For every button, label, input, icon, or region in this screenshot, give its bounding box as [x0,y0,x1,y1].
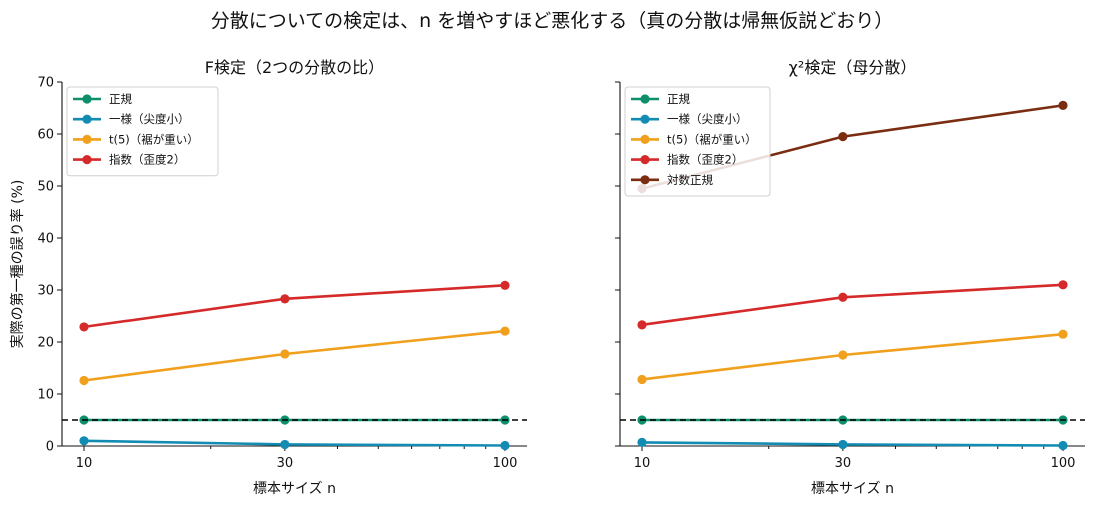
data-point [838,292,848,302]
y-axis-label: 実際の第一種の誤り率 (%) [9,180,26,349]
data-point [637,374,647,385]
data-point [1058,100,1068,110]
legend-swatch-marker [640,94,650,104]
y-tick-label: 0 [46,440,54,455]
data-point [79,436,89,446]
legend-swatch-marker [640,155,650,165]
data-point [280,439,290,450]
series-line [83,439,506,447]
legend-label: 一様（尖度小） [667,112,748,126]
x-tick-label: 10 [76,456,93,471]
legend-label: 一様（尖度小） [109,112,190,126]
legend [624,86,771,197]
series-line [641,332,1064,381]
x-tick-label: 30 [277,456,294,471]
panel-title: F検定（2つの分散の比） [205,58,384,77]
legend-swatch-marker [82,134,92,144]
figure-suptitle: 分散についての検定は、n を増やすほど悪化する（真の分散は帰無仮説どおり） [211,10,894,32]
y-tick-label: 20 [37,336,54,351]
legend-label: t(5)（裾が重い） [667,132,757,146]
x-tick-label: 30 [835,456,852,471]
legend-label: t(5)（裾が重い） [109,132,199,146]
panel-f-test: F検定（2つの分散の比） 0 10 20 30 40 50 60 70 10 30 100 標本サイズ … [9,58,527,497]
y-tick-label: 60 [37,128,54,143]
x-axis-label: 標本サイズ n [811,481,894,497]
data-point [280,294,290,304]
legend-label: 正規 [109,92,132,106]
data-point [637,320,647,330]
panel-title: χ²検定（母分散） [789,58,917,77]
y-tick-label: 10 [37,388,54,403]
legend-swatch-marker [82,94,92,104]
data-point [1058,280,1068,290]
data-point [79,322,89,332]
data-point [500,440,510,451]
data-point [838,350,848,360]
data-point [79,375,89,386]
y-tick-label: 50 [37,180,54,195]
data-point [637,437,647,447]
legend-label: 指数（歪度2） [109,153,185,167]
legend-swatch-marker [640,175,650,185]
y-tick-label: 70 [37,76,54,91]
data-point [280,349,290,359]
series-line [641,283,1064,327]
data-point [500,326,510,336]
legend-swatch-marker [82,114,92,124]
series-line [83,284,506,329]
legend-label: 指数（歪度2） [667,153,743,167]
legend-swatch-marker [640,134,650,144]
legend-label: 対数正規 [667,173,713,187]
y-tick-label: 40 [37,232,54,247]
x-tick-label: 100 [1051,456,1076,471]
y-tick-label: 30 [37,284,54,299]
series-line [83,329,506,382]
data-point [838,439,848,450]
legend [66,86,219,177]
data-point [500,280,510,290]
data-point [1058,329,1068,339]
legend-swatch-marker [640,114,650,124]
legend-label: 正規 [667,92,690,106]
x-tick-label: 100 [493,456,518,471]
series-line [641,441,1064,447]
data-point [1058,440,1068,451]
legend-swatch-marker [82,155,92,165]
x-axis-label: 標本サイズ n [253,481,336,497]
x-tick-label: 10 [634,456,651,471]
data-point [838,132,848,142]
